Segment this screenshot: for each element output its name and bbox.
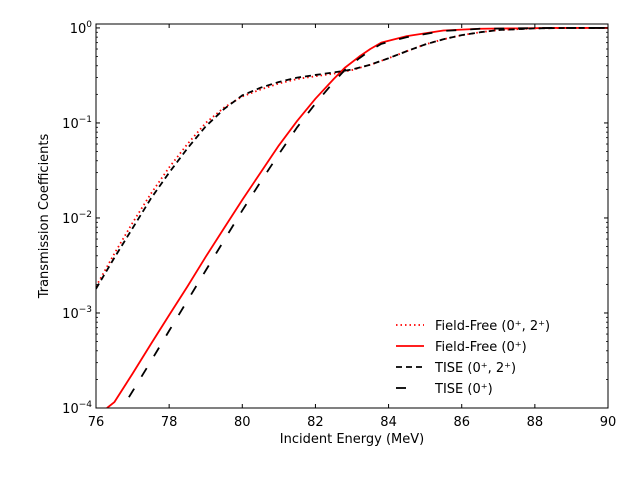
x-tick-label: 80 xyxy=(234,415,251,430)
y-tick-label: 100 xyxy=(70,20,93,37)
legend: Field-Free (0⁺, 2⁺) Field-Free (0⁺) TISE (… xyxy=(396,319,550,397)
series-line-2 xyxy=(96,27,608,290)
y-tick-label: 10−1 xyxy=(62,115,92,132)
x-tick-label: 90 xyxy=(600,415,617,430)
x-tick-label: 76 xyxy=(88,415,105,430)
series-line-3 xyxy=(128,27,608,398)
y-tick-label: 10−3 xyxy=(62,305,92,322)
series-line-1 xyxy=(106,27,608,408)
x-tick-label: 82 xyxy=(307,415,324,430)
plot-frame xyxy=(95,23,609,409)
x-tick-label: 78 xyxy=(161,415,178,430)
legend-label-3: TISE (0⁺) xyxy=(434,382,493,397)
legend-label-0: Field-Free (0⁺, 2⁺) xyxy=(435,319,550,334)
x-tick-label: 88 xyxy=(527,415,544,430)
series-line-0 xyxy=(96,27,608,287)
legend-label-2: TISE (0⁺, 2⁺) xyxy=(434,361,516,376)
y-axis-label: Transmission Coefficients xyxy=(37,133,52,299)
y-tick-label: 10−4 xyxy=(62,400,92,417)
x-axis-label: Incident Energy (MeV) xyxy=(280,432,424,447)
legend-label-1: Field-Free (0⁺) xyxy=(435,340,527,355)
x-tick-label: 86 xyxy=(453,415,470,430)
series-layer xyxy=(96,27,608,408)
ticks-layer: 76 78 80 82 84 86 88 90 10−4 10−3 10−2 10−1 100 xyxy=(62,20,616,430)
x-tick-label: 84 xyxy=(380,415,397,430)
y-tick-label: 10−2 xyxy=(62,210,92,227)
